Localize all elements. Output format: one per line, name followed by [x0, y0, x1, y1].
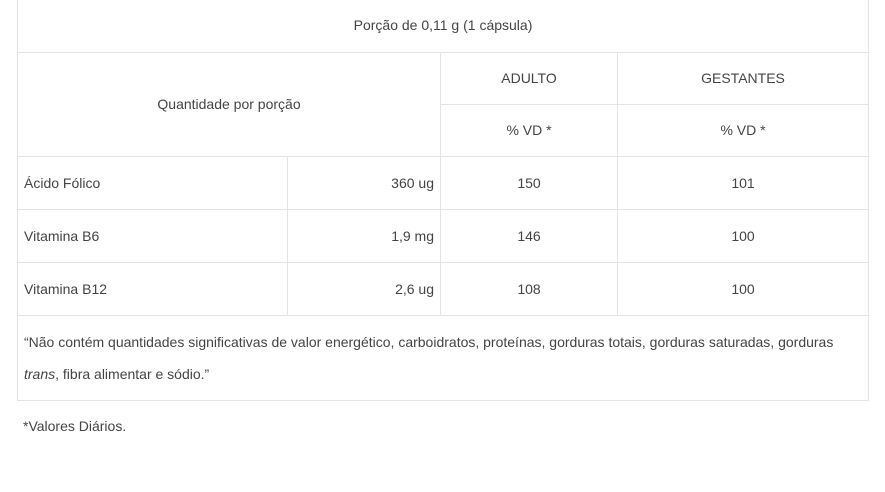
quantity-per-portion-header: Quantidade por porção: [17, 52, 441, 157]
pregnant-header: GESTANTES: [617, 52, 869, 105]
adult-vd-value: 108: [440, 262, 618, 316]
table-row: Ácido Fólico 360 ug 150 101: [17, 156, 869, 210]
adult-vd-header: % VD *: [440, 104, 618, 157]
adult-vd-value: 150: [440, 156, 618, 210]
pregnant-vd-value: 101: [617, 156, 869, 210]
nutrient-name: Ácido Fólico: [17, 156, 288, 210]
nutrient-name: Vitamina B6: [17, 209, 288, 263]
portion-label: Porção de 0,11 g (1 cápsula): [17, 0, 869, 53]
note-row: “Não contém quantidades significativas d…: [17, 315, 869, 401]
adult-header: ADULTO: [440, 52, 618, 105]
note-text-after: , fibra alimentar e sódio.”: [55, 366, 210, 382]
nutrient-name: Vitamina B12: [17, 262, 288, 316]
pregnant-vd-value: 100: [617, 209, 869, 263]
table-row: Vitamina B12 2,6 ug 108 100: [17, 262, 869, 316]
nutrient-amount: 1,9 mg: [287, 209, 441, 263]
nutrition-table-container: Porção de 0,11 g (1 cápsula) Quantidade …: [17, 0, 869, 401]
nutrient-amount: 2,6 ug: [287, 262, 441, 316]
adult-vd-value: 146: [440, 209, 618, 263]
nutrition-facts-table: Porção de 0,11 g (1 cápsula) Quantidade …: [17, 0, 869, 401]
pregnant-vd-value: 100: [617, 262, 869, 316]
note-text-italic: trans: [24, 366, 56, 382]
header-row-groups: Quantidade por porção ADULTO GESTANTES: [17, 52, 869, 157]
disclaimer-note: “Não contém quantidades significativas d…: [17, 315, 869, 401]
nutrient-amount: 360 ug: [287, 156, 441, 210]
pregnant-vd-header: % VD *: [617, 104, 869, 157]
header-row-vd: % VD * % VD *: [18, 104, 869, 157]
note-text-before: “Não contém quantidades significativas d…: [24, 334, 834, 350]
portion-row: Porção de 0,11 g (1 cápsula): [17, 0, 869, 53]
table-row: Vitamina B6 1,9 mg 146 100: [17, 209, 869, 263]
daily-values-footnote: *Valores Diários.: [23, 418, 127, 434]
